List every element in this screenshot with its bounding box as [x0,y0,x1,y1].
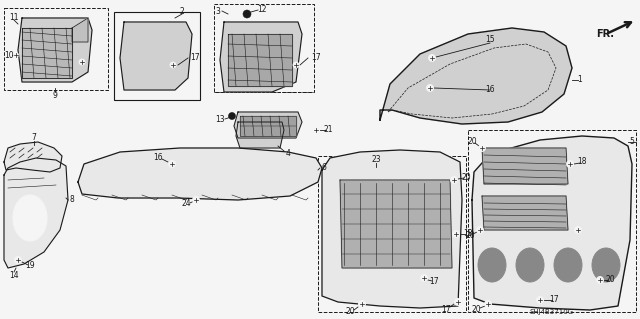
Text: FR.: FR. [596,29,614,39]
Polygon shape [4,142,62,172]
Bar [114,12,200,100]
Text: 20: 20 [605,276,615,285]
Polygon shape [322,150,462,308]
Polygon shape [4,158,68,268]
Circle shape [575,226,582,234]
Circle shape [312,127,319,133]
Text: 14: 14 [9,271,19,280]
Circle shape [426,85,433,92]
Ellipse shape [478,248,506,282]
Bar [4,8,108,90]
Text: 5: 5 [630,137,634,146]
Polygon shape [472,136,632,310]
Circle shape [451,176,458,183]
Text: 16: 16 [485,85,495,94]
Text: 2: 2 [180,6,184,16]
Text: 12: 12 [257,5,267,14]
Polygon shape [220,22,302,92]
Circle shape [596,277,604,284]
Text: 16: 16 [153,152,163,161]
Ellipse shape [592,248,620,282]
Circle shape [358,300,365,308]
Circle shape [454,299,461,306]
Polygon shape [236,122,284,148]
Circle shape [479,145,486,152]
Circle shape [168,160,175,167]
Polygon shape [18,18,92,82]
Text: 19: 19 [25,262,35,271]
Polygon shape [482,196,568,230]
Text: 18: 18 [463,229,473,239]
Circle shape [566,160,573,167]
Circle shape [293,62,299,68]
Circle shape [79,59,85,65]
Text: 17: 17 [311,54,321,63]
Circle shape [15,256,22,263]
Text: 17: 17 [441,305,451,314]
Text: 20: 20 [471,306,481,315]
Text: 6: 6 [321,164,326,173]
Bar [318,156,466,312]
Polygon shape [22,28,72,78]
Polygon shape [234,112,302,138]
Text: SHJ4B3710G: SHJ4B3710G [530,309,574,315]
Circle shape [429,55,435,62]
Text: 20: 20 [345,308,355,316]
Text: 20: 20 [461,173,471,182]
Circle shape [477,226,483,234]
Text: 1: 1 [578,76,582,85]
Circle shape [228,113,236,120]
Polygon shape [240,116,296,136]
Circle shape [452,231,460,238]
Text: 17: 17 [429,278,439,286]
Text: 23: 23 [371,155,381,165]
Polygon shape [72,18,88,42]
Text: 17: 17 [549,295,559,305]
Circle shape [420,275,428,281]
Ellipse shape [13,195,47,241]
Ellipse shape [516,248,544,282]
Text: 4: 4 [285,150,291,159]
Circle shape [484,300,492,308]
Text: 24: 24 [181,199,191,209]
Text: 20: 20 [467,137,477,146]
Polygon shape [482,148,568,184]
Circle shape [193,197,200,204]
Bar [214,4,314,92]
Text: 9: 9 [52,92,58,100]
Polygon shape [380,28,572,124]
Ellipse shape [554,248,582,282]
Polygon shape [120,22,192,90]
Text: 8: 8 [70,196,74,204]
Circle shape [170,62,176,68]
Polygon shape [78,148,322,200]
Polygon shape [340,180,452,268]
Text: 3: 3 [216,6,220,16]
Circle shape [243,10,251,18]
Text: 7: 7 [31,133,36,143]
Text: 17: 17 [190,54,200,63]
Text: 20: 20 [465,232,475,241]
Text: 10: 10 [4,50,14,60]
Bar [468,130,636,312]
Text: 21: 21 [323,125,333,135]
Text: 18: 18 [577,158,587,167]
Polygon shape [228,34,292,86]
Text: 13: 13 [215,115,225,124]
Circle shape [13,53,19,57]
Circle shape [536,296,543,303]
Text: 11: 11 [9,12,19,21]
Text: 15: 15 [485,35,495,44]
